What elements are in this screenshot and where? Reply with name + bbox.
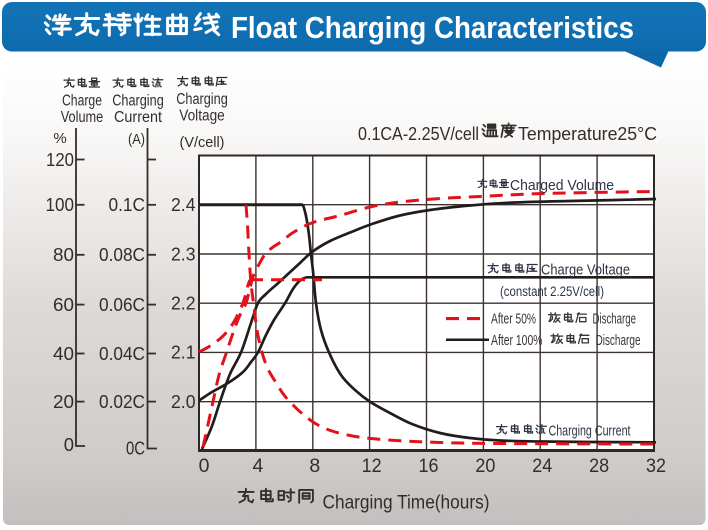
svg-text:Volume: Volume [61,109,104,126]
svg-text:8: 8 [309,455,320,477]
svg-text:Charging: Charging [176,91,228,108]
svg-text:%: % [53,130,66,147]
svg-text:100: 100 [46,194,75,215]
svg-text:Discharge: Discharge [596,333,641,349]
svg-text:0.1CA-2.25V/cell: 0.1CA-2.25V/cell [358,123,479,144]
svg-text:2.4: 2.4 [171,194,196,215]
svg-text:0.04C: 0.04C [99,343,145,364]
svg-text:Temperature25°C: Temperature25°C [518,123,657,144]
svg-text:After 50%: After 50% [491,312,536,328]
svg-text:Charge Voltage: Charge Voltage [541,262,630,279]
svg-text:0.06C: 0.06C [99,294,145,315]
svg-text:Charging Time(hours): Charging Time(hours) [323,492,490,514]
svg-text:Charging Current: Charging Current [549,423,632,440]
svg-text:60: 60 [53,294,74,315]
svg-text:32: 32 [646,455,666,477]
svg-text:2.0: 2.0 [171,391,196,412]
svg-text:0.1C: 0.1C [109,194,146,215]
svg-text:After 100%: After 100% [491,333,543,349]
svg-text:Current: Current [114,109,163,126]
svg-text:28: 28 [589,455,609,477]
svg-text:20: 20 [475,455,495,477]
svg-text:0: 0 [199,455,210,477]
svg-text:Charging: Charging [112,93,164,110]
svg-text:Float Charging Characteristics: Float Charging Characteristics [231,11,634,45]
svg-text:12: 12 [362,455,382,477]
svg-text:0.02C: 0.02C [99,391,145,412]
svg-text:2.3: 2.3 [171,243,196,264]
svg-text:0.08C: 0.08C [99,244,145,265]
svg-text:(constant 2.25V/cell): (constant 2.25V/cell) [500,284,604,299]
svg-text:2.2: 2.2 [171,293,196,314]
svg-text:2.1: 2.1 [171,342,196,363]
svg-text:(V/cell): (V/cell) [180,134,225,151]
svg-text:4: 4 [252,455,263,477]
svg-text:0C: 0C [126,437,145,458]
svg-text:Discharge: Discharge [593,312,637,328]
svg-text:40: 40 [53,343,74,364]
svg-text:0: 0 [64,434,74,455]
svg-text:80: 80 [53,244,74,265]
svg-text:20: 20 [53,391,74,412]
svg-text:(A): (A) [128,131,145,148]
svg-text:Voltage: Voltage [179,108,225,125]
svg-text:Charged Volume: Charged Volume [510,177,614,194]
svg-text:120: 120 [46,149,74,170]
svg-text:24: 24 [532,455,552,477]
svg-text:16: 16 [419,455,439,477]
svg-text:Charge: Charge [62,93,102,110]
